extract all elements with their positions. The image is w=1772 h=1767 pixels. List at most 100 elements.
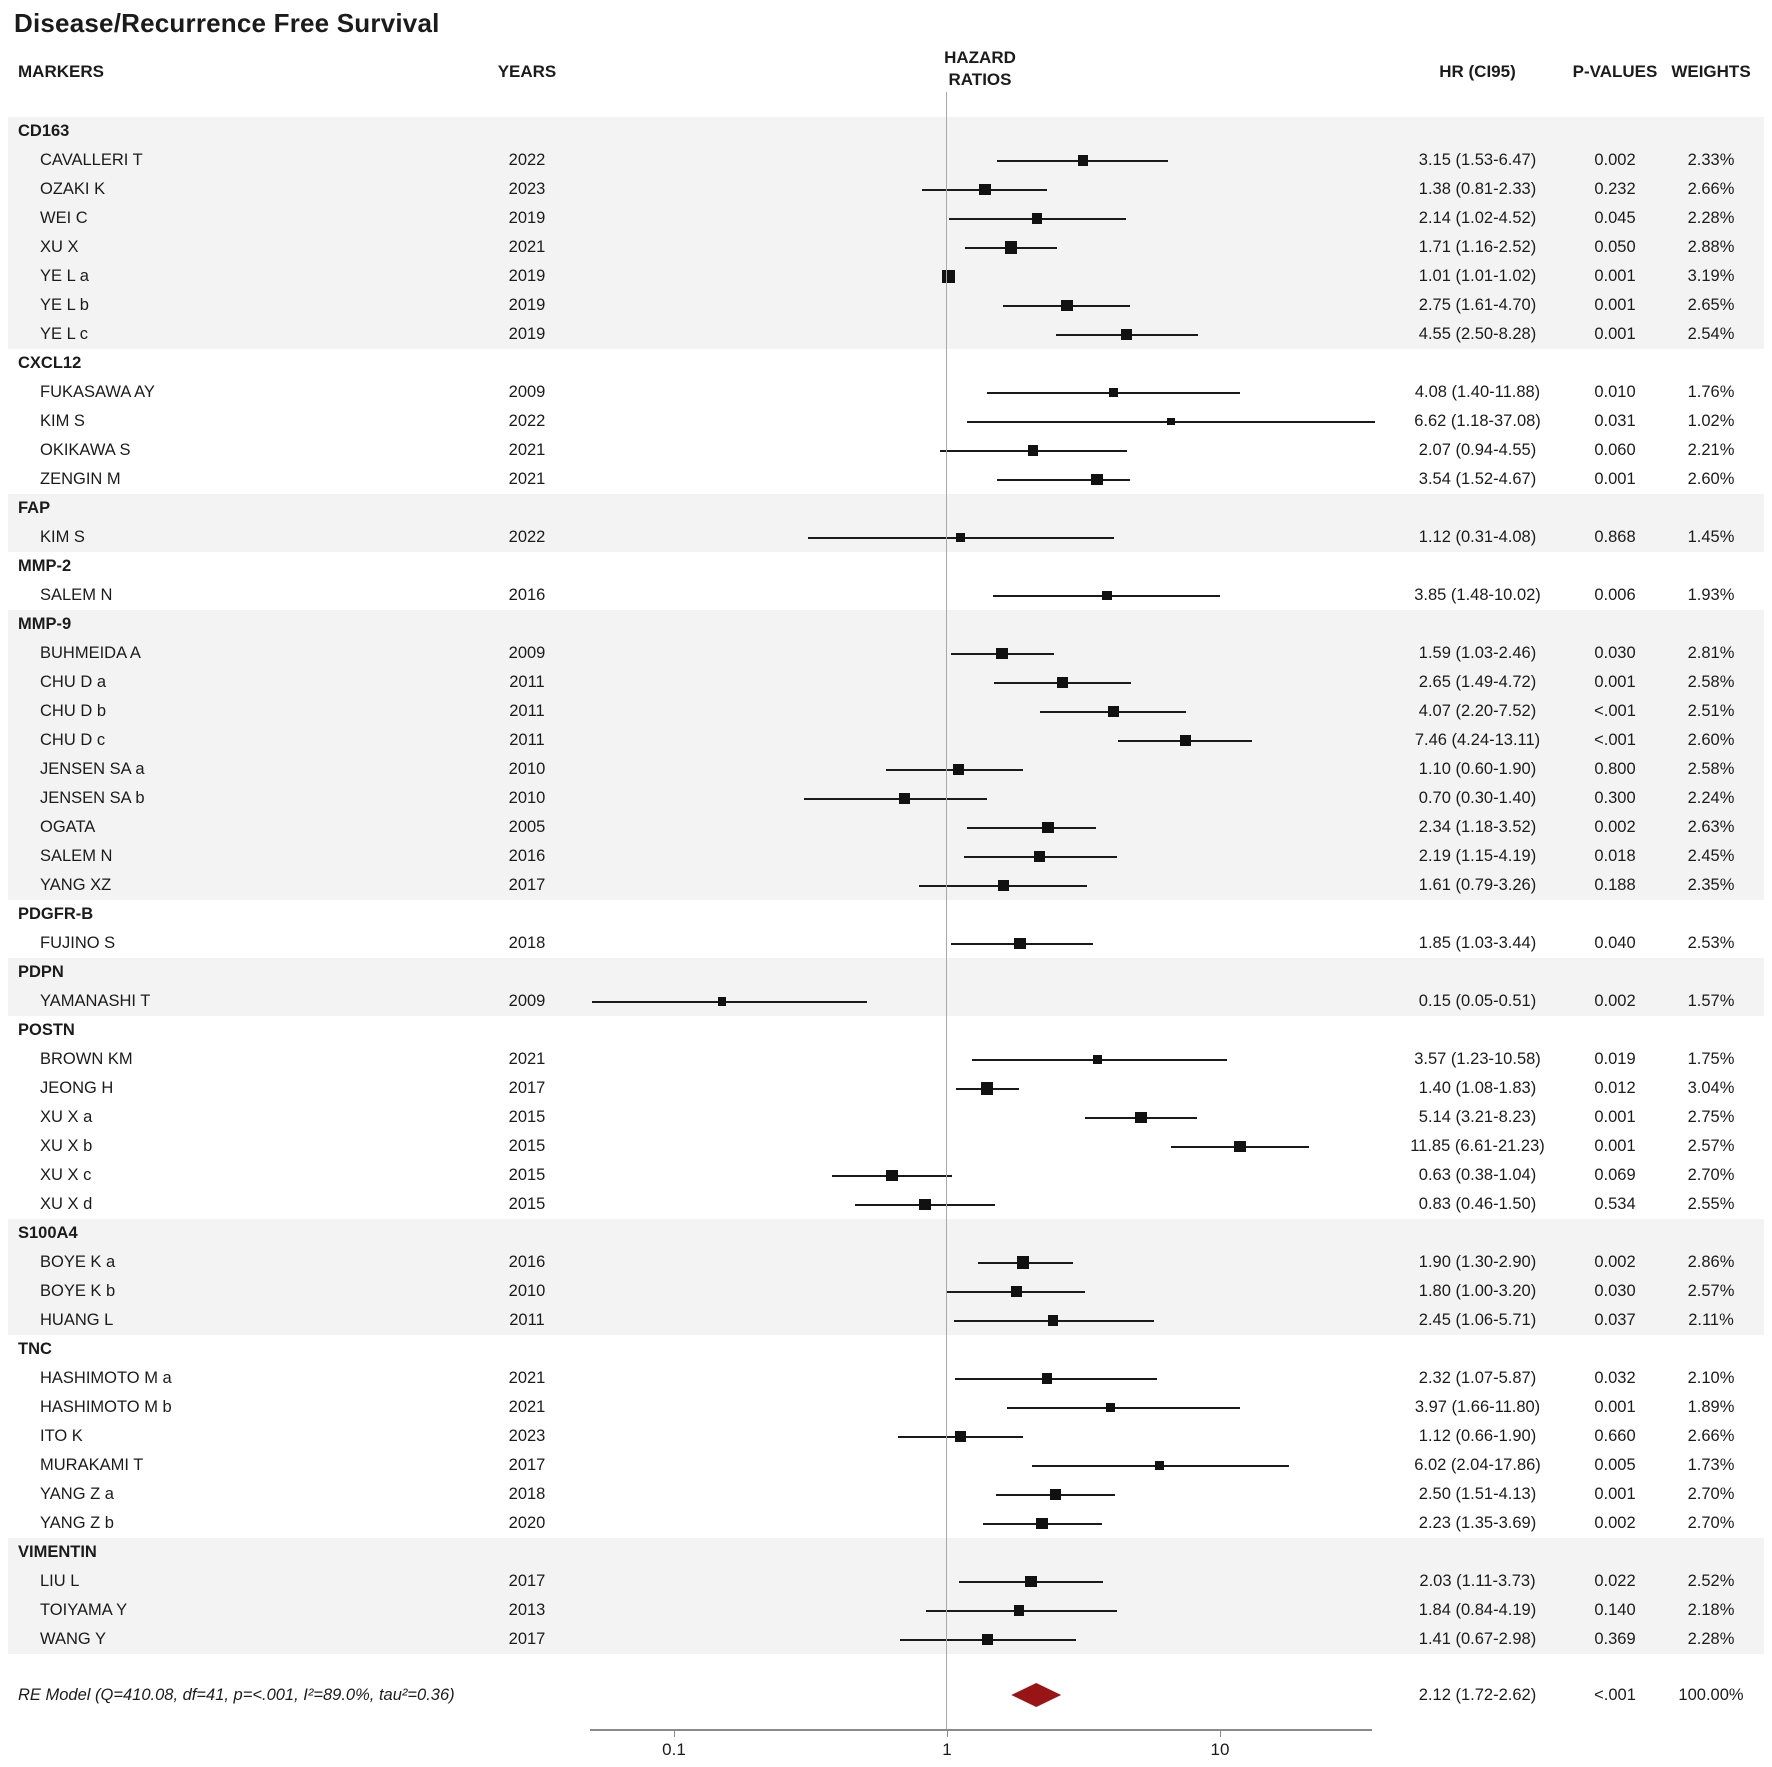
ci-line (804, 797, 987, 800)
group-row: MMP-9 (0, 610, 1772, 639)
hr-value: 0.83 (0.46-1.50) (1418, 1195, 1537, 1213)
study-name: BUHMEIDA A (40, 644, 141, 662)
group-row: VIMENTIN (0, 1538, 1772, 1567)
p-value: 0.002 (1594, 992, 1636, 1010)
effect-marker (1031, 213, 1043, 224)
effect-marker (996, 647, 1008, 660)
ci-line (966, 826, 1097, 829)
weight-value: 2.10% (1687, 1369, 1735, 1387)
effect-marker (979, 183, 991, 196)
hr-value: 1.01 (1.01-1.02) (1418, 267, 1537, 285)
weight-value: 2.57% (1687, 1137, 1735, 1155)
study-name: XU X c (40, 1166, 92, 1184)
weight-value: 2.70% (1687, 1166, 1735, 1184)
effect-marker (1042, 821, 1054, 834)
p-value: 0.660 (1594, 1427, 1636, 1445)
p-value: 0.030 (1594, 1282, 1636, 1300)
row-stripe (8, 233, 1764, 262)
effect-marker (1049, 1488, 1062, 1501)
group-row: S100A4 (0, 1219, 1772, 1248)
group-stripe (8, 117, 1764, 146)
p-value: 0.800 (1594, 760, 1636, 778)
study-row: CHU D c 2011 7.46 (4.24-13.11) <.001 2.60% (0, 726, 1772, 755)
study-name: OGATA (40, 818, 96, 836)
row-stripe (8, 320, 1764, 349)
weight-value: 2.88% (1687, 238, 1735, 256)
weight-value: 2.35% (1687, 876, 1735, 894)
study-row: YE L a 2019 1.01 (1.01-1.02) 0.001 3.19% (0, 262, 1772, 291)
study-year: 2021 (508, 470, 546, 488)
re-model-label: RE Model (Q=410.08, df=41, p=<.001, I²=8… (18, 1686, 455, 1704)
study-row: XU X 2021 1.71 (1.16-2.52) 0.050 2.88% (0, 233, 1772, 262)
p-value: 0.050 (1594, 238, 1636, 256)
group-stripe (8, 610, 1764, 639)
effect-marker (919, 1198, 931, 1211)
study-year: 2021 (508, 441, 546, 459)
hr-value: 2.19 (1.15-4.19) (1418, 847, 1537, 865)
weight-value: 2.11% (1688, 1311, 1734, 1329)
effect-marker (1102, 590, 1112, 601)
column-header-years: YEARS (497, 62, 557, 81)
p-value: 0.019 (1594, 1050, 1636, 1068)
row-stripe (8, 1596, 1764, 1625)
p-value: 0.018 (1594, 847, 1636, 865)
weight-value: 1.45% (1687, 528, 1735, 546)
study-row: SALEM N 2016 2.19 (1.15-4.19) 0.018 2.45% (0, 842, 1772, 871)
weight-value: 2.54% (1687, 325, 1735, 343)
weight-value: 2.58% (1687, 673, 1735, 691)
study-year: 2022 (508, 412, 546, 430)
p-value: 0.369 (1594, 1630, 1636, 1648)
weight-value: 3.19% (1687, 267, 1735, 285)
hr-value: 1.38 (0.81-2.33) (1418, 180, 1537, 198)
study-year: 2009 (508, 644, 546, 662)
study-name: XU X (40, 238, 79, 256)
hr-value: 7.46 (4.24-13.11) (1414, 731, 1541, 749)
p-value: 0.001 (1594, 267, 1636, 285)
row-stripe (8, 175, 1764, 204)
weight-value: 2.66% (1687, 180, 1735, 198)
p-value: 0.232 (1594, 180, 1636, 198)
effect-marker (941, 270, 955, 283)
weight-value: 2.57% (1687, 1282, 1735, 1300)
study-year: 2019 (508, 325, 546, 343)
hr-value: 2.32 (1.07-5.87) (1418, 1369, 1537, 1387)
study-row: BOYE K b 2010 1.80 (1.00-3.20) 0.030 2.57% (0, 1277, 1772, 1306)
p-value: 0.002 (1594, 1253, 1636, 1271)
study-year: 2021 (508, 1398, 546, 1416)
study-row: FUKASAWA AY 2009 4.08 (1.40-11.88) 0.010 1.7… (0, 378, 1772, 407)
row-stripe (8, 668, 1764, 697)
study-name: BOYE K b (40, 1282, 116, 1300)
p-value: 0.300 (1594, 789, 1636, 807)
column-header-markers: MARKERS (18, 62, 104, 81)
hr-value: 1.71 (1.16-2.52) (1418, 238, 1537, 256)
p-value: 0.069 (1594, 1166, 1636, 1184)
group-row: TNC (0, 1335, 1772, 1364)
study-year: 2015 (508, 1195, 546, 1213)
group-name: VIMENTIN (18, 1543, 97, 1561)
hr-value: 1.12 (0.31-4.08) (1418, 528, 1537, 546)
row-stripe (8, 204, 1764, 233)
column-header-weights: WEIGHTS (1671, 62, 1751, 81)
weight-value: 2.58% (1687, 760, 1735, 778)
hr-value: 3.57 (1.23-10.58) (1414, 1050, 1541, 1068)
p-value: 0.032 (1594, 1369, 1636, 1387)
study-row: OKIKAWA S 2021 2.07 (0.94-4.55) 0.060 2.21% (0, 436, 1772, 465)
study-row: CHU D a 2011 2.65 (1.49-4.72) 0.001 2.58% (0, 668, 1772, 697)
study-row: MURAKAMI T 2017 6.02 (2.04-17.86) 0.005 1.73… (0, 1451, 1772, 1480)
study-year: 2015 (508, 1108, 546, 1126)
study-year: 2017 (508, 1572, 546, 1590)
p-value: 0.060 (1594, 441, 1636, 459)
study-name: BOYE K a (40, 1253, 116, 1271)
effect-marker (1014, 1605, 1025, 1616)
p-value: 0.002 (1594, 818, 1636, 836)
weight-value: 2.33% (1687, 151, 1735, 169)
hr-value: 1.90 (1.30-2.90) (1418, 1253, 1537, 1271)
p-value: 0.045 (1594, 209, 1636, 227)
study-name: MURAKAMI T (40, 1456, 144, 1474)
study-row: XU X a 2015 5.14 (3.21-8.23) 0.001 2.75% (0, 1103, 1772, 1132)
study-year: 2019 (508, 296, 546, 314)
effect-marker (1179, 734, 1191, 747)
study-year: 2005 (508, 818, 546, 836)
hr-value: 1.12 (0.66-1.90) (1418, 1427, 1537, 1445)
hr-value: 1.59 (1.03-2.46) (1418, 644, 1537, 662)
